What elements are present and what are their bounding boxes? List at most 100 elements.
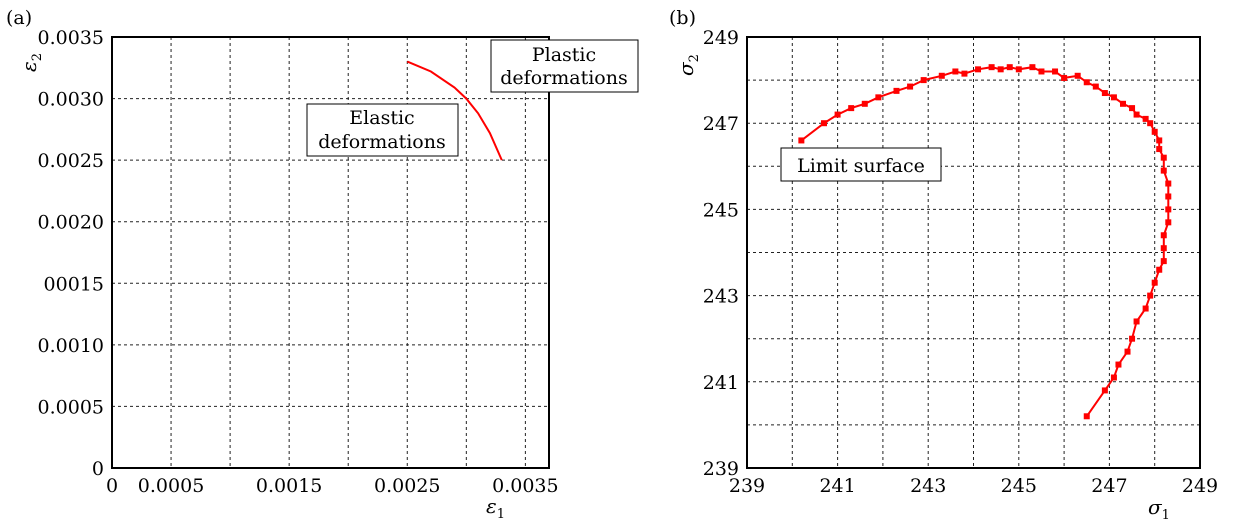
svg-text:Elastic: Elastic [349,107,414,129]
panel-a-grid [112,36,549,468]
panel-b-grid [747,37,1200,468]
data-point [821,120,828,127]
data-point [1015,66,1022,73]
data-point [1142,305,1149,312]
data-point [1160,258,1167,265]
data-point [1129,335,1136,342]
y-tick-label: 0 [92,458,104,480]
data-point [1133,111,1140,118]
x-tick-label: 0.0015 [256,475,322,497]
x-tick-label: 0.0005 [138,475,204,497]
y-tick-label: 0.0025 [38,150,104,172]
panel-b-series [798,64,1172,420]
annotation-elastic-deformations: Elastic deformations [306,103,459,157]
panel-a-xlabel: ε1 [486,494,505,522]
data-point [1029,64,1036,71]
data-point [875,94,882,101]
y-tick-label: 241 [703,372,739,394]
y-tick-label: 239 [703,458,739,480]
y-tick-label: 0.0020 [38,212,104,234]
data-point [1156,137,1163,144]
data-point [1119,100,1126,107]
data-point [834,111,841,118]
panel-b-xlabel: σ1 [1148,495,1170,523]
data-point [938,72,945,79]
data-point [1160,154,1167,161]
data-point [1160,245,1167,252]
data-point [988,64,995,71]
data-point [1083,79,1090,86]
data-point [1101,387,1108,394]
data-point [1110,94,1117,101]
data-point [1147,292,1154,299]
data-point [848,105,855,112]
y-tick-label: 0.0005 [38,396,104,418]
panel-b: (b) 239 241 243 245 247 249 239 241 243 245 247 249… [669,7,1218,523]
panel-a-label: (a) [6,7,32,29]
data-point [1124,348,1131,355]
data-point [1052,68,1059,75]
data-point [1092,83,1099,90]
data-point [861,100,868,107]
data-point [1147,120,1154,127]
data-point [997,66,1004,73]
x-tick-label: 249 [1182,475,1218,497]
data-point [907,83,914,90]
panel-a-ylabel: ε2 [17,53,45,72]
panel-a-series [406,60,503,161]
panel-b-ylabel: σ2 [674,54,702,76]
data-point [1110,374,1117,381]
y-tick-label: 00015 [44,273,104,295]
data-point [1160,232,1167,239]
data-point [1006,64,1013,71]
y-tick-label: 247 [703,113,739,135]
data-point [1115,361,1122,368]
panel-b-frame [746,36,1201,469]
svg-text:Plastic: Plastic [532,44,596,66]
annotation-limit-surface: Limit surface [780,147,942,182]
x-tick-label: 239 [729,475,765,497]
data-point [1142,115,1149,122]
y-tick-label: 249 [703,27,739,49]
x-tick-label: 0 [106,475,118,497]
data-point [1151,279,1158,286]
data-point [1074,72,1081,79]
y-tick-label: 0.0035 [38,27,104,49]
panel-b-ticks: 239 241 243 245 247 249 239 241 243 245 247 249 [703,27,1218,497]
data-point [1133,318,1140,325]
data-point [1156,146,1163,153]
data-point [1165,180,1172,187]
data-point [1101,90,1108,97]
data-point [975,66,982,73]
data-point [1156,266,1163,273]
data-point [1151,128,1158,135]
svg-text:Limit surface: Limit surface [797,155,925,177]
x-tick-label: 247 [1091,475,1127,497]
data-point [798,137,805,144]
panel-a: (a) 0 0.0005 0.0015 0.0025 0.0035 0 0.0005 0.00… [6,7,639,522]
x-tick-label: 245 [1001,475,1037,497]
data-point [1165,219,1172,226]
data-point [952,68,959,75]
data-point [1165,206,1172,213]
y-tick-label: 245 [703,199,739,221]
annotation-plastic-deformations: Plastic deformations [490,39,639,93]
x-tick-label: 0.0035 [492,475,558,497]
y-tick-label: 0.0030 [38,89,104,111]
x-tick-label: 243 [910,475,946,497]
x-tick-label: 241 [819,475,855,497]
data-point [961,70,968,77]
data-point [893,87,900,94]
x-tick-label: 0.0025 [374,475,440,497]
data-point [1165,193,1172,200]
data-point [1160,167,1167,174]
series-line [406,60,503,161]
data-point [920,77,927,84]
svg-text:deformations: deformations [500,67,627,89]
data-point [1061,74,1068,81]
series-line [800,66,1170,417]
panel-a-ticks: 0 0.0005 0.0015 0.0025 0.0035 0 0.0005 0.0010 00… [38,27,559,497]
y-tick-label: 0.0010 [38,335,104,357]
svg-text:deformations: deformations [318,131,445,153]
